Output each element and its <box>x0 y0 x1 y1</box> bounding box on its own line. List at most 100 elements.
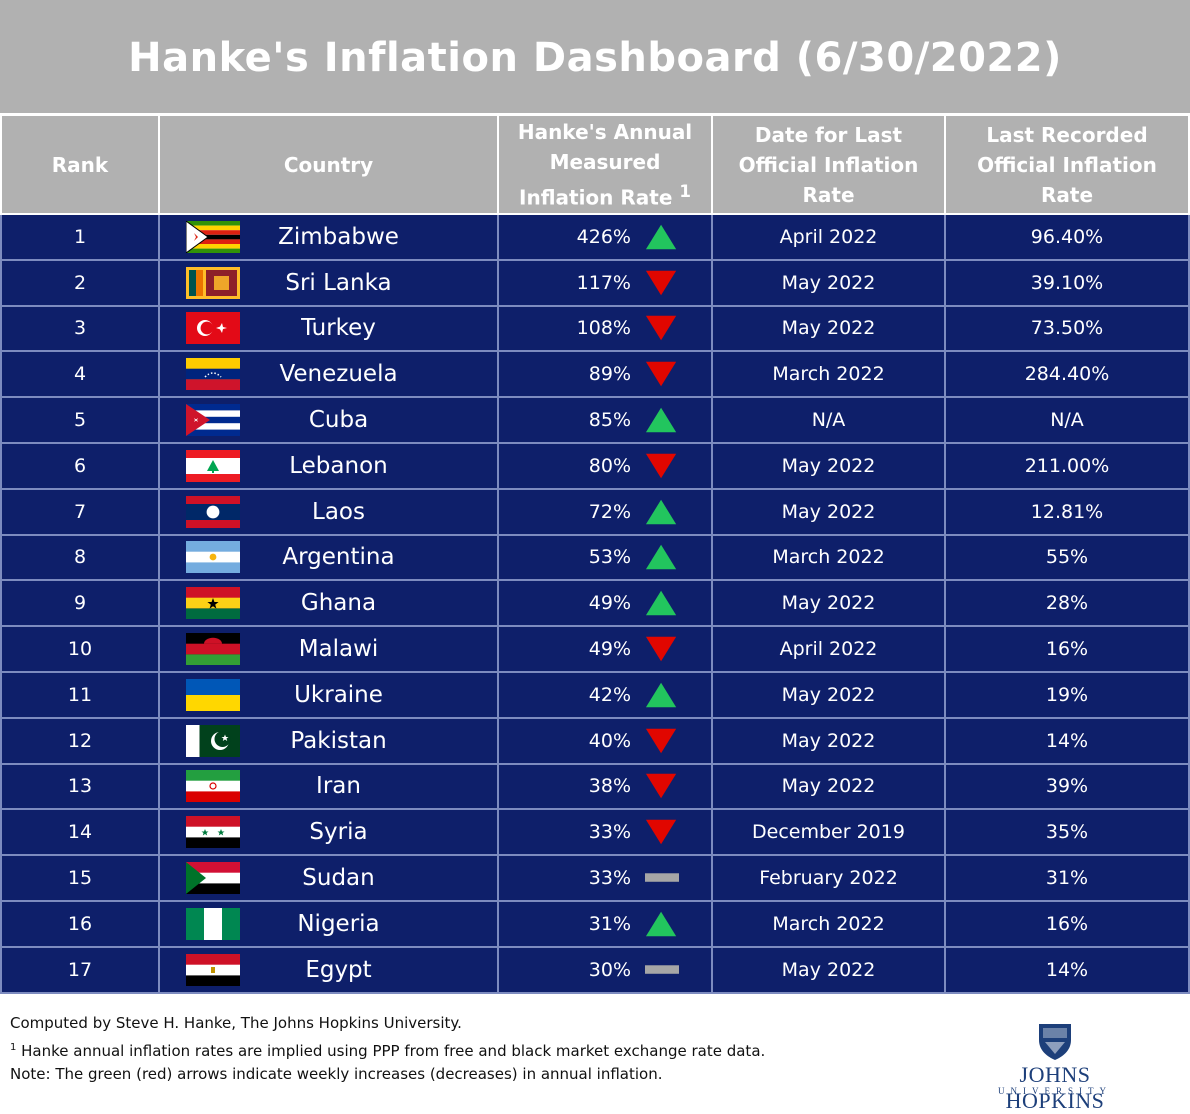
col-header-official-rate: Last Recorded Official Inflation Rate <box>944 116 1190 215</box>
hanke-rate-value: 53% <box>588 546 631 569</box>
country-name: Malawi <box>298 636 379 663</box>
rank-cell: 15 <box>0 854 160 902</box>
hanke-rate-cell: 108% <box>497 304 713 353</box>
date-cell: May 2022 <box>711 945 946 994</box>
table-row: 9 Ghana 49% May 2022 28% <box>0 579 1190 628</box>
hanke-rate-cell: 53% <box>497 533 713 582</box>
argentina-flag <box>186 541 240 574</box>
col-header-rank: Rank <box>0 116 160 215</box>
syria-flag <box>186 816 240 849</box>
rank-cell: 14 <box>0 808 160 857</box>
official-rate-cell: 14% <box>944 716 1190 765</box>
table-row: 13 Iran 38% May 2022 39% <box>0 762 1190 811</box>
table-row: 10 Malawi 49% April 2022 16% <box>0 625 1190 673</box>
arrow-down-icon <box>645 728 677 753</box>
date-cell: May 2022 <box>711 716 946 765</box>
table-row: 14 Syria 33% December 2019 35% <box>0 808 1190 857</box>
col-header-country: Country <box>158 116 499 215</box>
official-rate-cell: 284.40% <box>944 350 1190 399</box>
date-cell: March 2022 <box>711 350 946 399</box>
hanke-rate-value: 80% <box>588 454 631 477</box>
table-row: 8 Argentina 53% March 2022 55% <box>0 533 1190 582</box>
hanke-rate-value: 117% <box>576 271 631 294</box>
ghana-flag <box>186 587 240 620</box>
country-name: Egypt <box>305 956 372 983</box>
official-rate-cell: N/A <box>944 396 1190 444</box>
table-body: 1 Zimbabwe 426% April 2022 96.40% 2 Sri Lanka 1… <box>0 213 1190 994</box>
hanke-rate-cell: 30% <box>497 945 713 994</box>
rank-cell: 5 <box>0 396 160 444</box>
hanke-rate-cell: 33% <box>497 808 713 857</box>
official-rate-cell: 39.10% <box>944 258 1190 307</box>
official-rate-cell: 19% <box>944 670 1190 719</box>
jhu-logo: JOHNS HOPKINS UNIVERSITY <box>970 1020 1140 1113</box>
rank-cell: 17 <box>0 945 160 994</box>
rank-cell: 8 <box>0 533 160 582</box>
rank-cell: 3 <box>0 304 160 353</box>
country-name: Sri Lanka <box>285 269 392 296</box>
date-cell: N/A <box>711 396 946 444</box>
hanke-rate-cell: 85% <box>497 396 713 444</box>
footer-footnote-mark: 1 <box>10 1041 17 1053</box>
country-name: Ghana <box>300 590 377 617</box>
arrow-up-icon <box>645 224 677 250</box>
rank-cell: 16 <box>0 899 160 948</box>
date-cell: April 2022 <box>711 625 946 673</box>
date-cell: February 2022 <box>711 854 946 902</box>
official-rate-cell: 35% <box>944 808 1190 857</box>
country-name: Syria <box>309 819 368 846</box>
hanke-rate-cell: 72% <box>497 487 713 536</box>
table-row: 16 Nigeria 31% March 2022 16% <box>0 899 1190 948</box>
rank-cell: 2 <box>0 258 160 307</box>
jhu-sub: UNIVERSITY <box>998 1086 1112 1096</box>
sudan-flag <box>186 862 240 895</box>
hanke-rate-value: 40% <box>588 729 631 752</box>
hanke-rate-value: 33% <box>588 867 631 890</box>
table-row: 11 Ukraine 42% May 2022 19% <box>0 670 1190 719</box>
hanke-rate-value: 49% <box>588 592 631 615</box>
col-header-hanke-rate-text: Hanke's Annual Measured Inflation Rate <box>517 119 693 210</box>
country-name: Nigeria <box>297 910 380 937</box>
hanke-rate-value: 31% <box>588 912 631 935</box>
egypt-flag <box>186 953 240 986</box>
official-rate-cell: 12.81% <box>944 487 1190 536</box>
arrow-down-icon <box>645 316 677 341</box>
rank-cell: 12 <box>0 716 160 765</box>
hanke-rate-cell: 33% <box>497 854 713 902</box>
hanke-rate-value: 108% <box>576 317 631 340</box>
official-rate-cell: 73.50% <box>944 304 1190 353</box>
hanke-rate-value: 33% <box>588 821 631 844</box>
table-row: 2 Sri Lanka 117% May 2022 39.10% <box>0 258 1190 307</box>
flat-bar-icon <box>645 964 679 974</box>
cuba-flag <box>186 404 240 437</box>
footer-notes: Computed by Steve H. Hanke, The Johns Ho… <box>10 1012 765 1087</box>
date-cell: May 2022 <box>711 487 946 536</box>
inflation-table: Rank Country Hanke's Annual Measured Inf… <box>0 116 1190 994</box>
hanke-rate-cell: 38% <box>497 762 713 811</box>
title-bar: Hanke's Inflation Dashboard (6/30/2022) <box>0 0 1190 113</box>
country-name: Lebanon <box>289 452 388 479</box>
country-cell: Pakistan <box>158 716 499 765</box>
arrow-up-icon <box>645 407 677 433</box>
date-cell: May 2022 <box>711 304 946 353</box>
country-cell: Malawi <box>158 625 499 673</box>
country-cell: Argentina <box>158 533 499 582</box>
arrow-down-icon <box>645 819 677 845</box>
table-row: 15 Sudan 33% February 2022 31% <box>0 854 1190 902</box>
official-rate-cell: 16% <box>944 899 1190 948</box>
country-name: Cuba <box>308 407 369 434</box>
date-cell: May 2022 <box>711 670 946 719</box>
iran-flag <box>186 770 240 803</box>
country-name: Iran <box>316 773 361 800</box>
hanke-rate-cell: 89% <box>497 350 713 399</box>
ukraine-flag <box>186 678 240 711</box>
hanke-rate-value: 42% <box>588 683 631 706</box>
date-cell: May 2022 <box>711 762 946 811</box>
malawi-flag <box>186 633 240 666</box>
official-rate-cell: 31% <box>944 854 1190 902</box>
rank-cell: 7 <box>0 487 160 536</box>
arrow-up-icon <box>645 499 677 524</box>
laos-flag <box>186 495 240 528</box>
arrow-up-icon <box>645 911 677 937</box>
table-row: 7 Laos 72% May 2022 12.81% <box>0 487 1190 536</box>
